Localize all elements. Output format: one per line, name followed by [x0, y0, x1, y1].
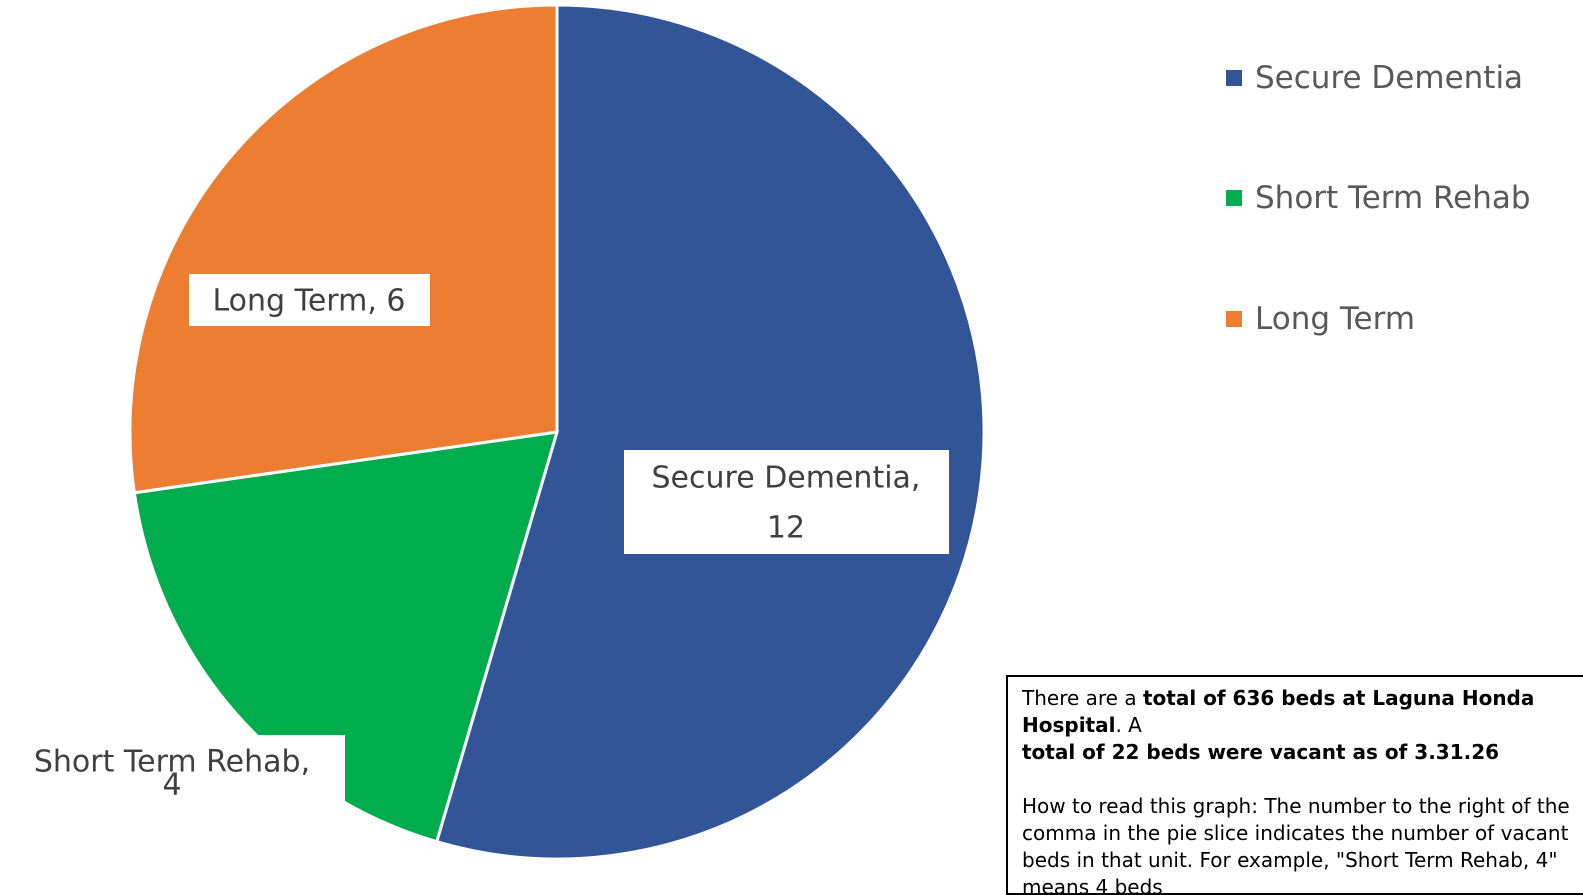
legend-label-long-term: Long Term	[1255, 301, 1416, 337]
legend-swatch-long-term	[1226, 311, 1242, 327]
legend-label-secure-dementia: Secure Dementia	[1255, 60, 1524, 96]
legend-label-short-term-rehab: Short Term Rehab	[1255, 180, 1531, 216]
data-label-secure-dementia: Secure Dementia,	[652, 461, 921, 496]
note-line1-plain: There are a	[1022, 686, 1143, 710]
note-box: There are a total of 636 beds at Laguna …	[1006, 675, 1583, 895]
pie-slice-secure-dementia	[434, 3, 986, 861]
note-paragraph-1: There are a total of 636 beds at Laguna …	[1022, 685, 1583, 766]
data-label-short-term-rehab-value: 4	[162, 768, 181, 803]
data-label-box-short-term-rehab	[0, 735, 345, 835]
data-label-box-secure-dementia	[624, 450, 949, 554]
legend-swatch-secure-dementia	[1226, 70, 1242, 86]
legend-item-long-term: Long Term	[1226, 301, 1415, 337]
data-label-secure-dementia-value: 12	[767, 511, 805, 546]
note-line1-bold: total of 636 beds at Laguna Honda Hospit…	[1022, 686, 1535, 737]
data-label-short-term-rehab: Short Term Rehab,	[34, 745, 310, 780]
pie-slice-long-term	[128, 3, 559, 495]
pie-chart: Secure Dementia, 12 Short Term Rehab,4 Long…	[0, 3, 986, 861]
legend-item-secure-dementia: Secure Dementia	[1226, 60, 1523, 96]
note-line1-rest: . A	[1115, 713, 1142, 737]
legend-item-short-term-rehab: Short Term Rehab	[1226, 180, 1531, 216]
note-line2-bold: total of 22 beds were vacant as of 3.31.…	[1022, 740, 1500, 764]
note-paragraph-2: How to read this graph: The number to th…	[1022, 794, 1570, 895]
data-label-box-long-term	[189, 274, 430, 326]
pie-slice-short-term-rehab	[132, 430, 560, 844]
data-label-long-term: Long Term, 6	[212, 284, 405, 319]
legend-swatch-short-term-rehab	[1226, 190, 1242, 206]
